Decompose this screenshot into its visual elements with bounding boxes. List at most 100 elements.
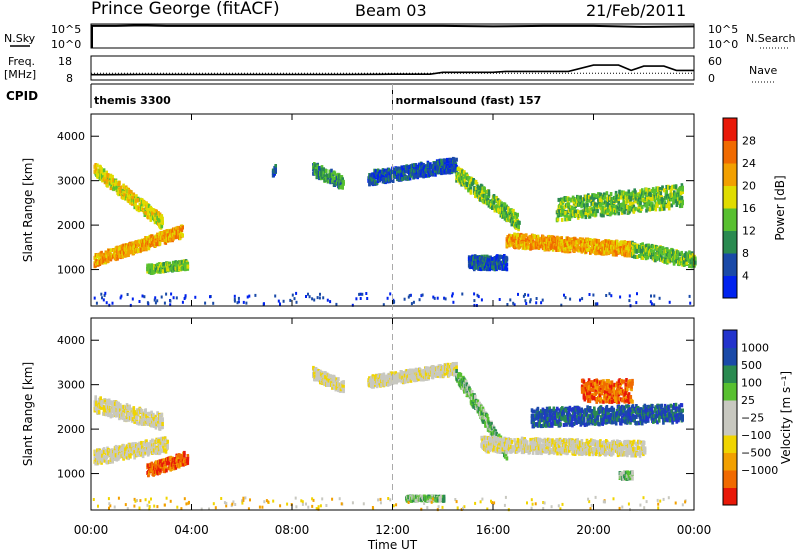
power-cell bbox=[581, 297, 584, 301]
power-cell bbox=[526, 236, 530, 241]
freq-label: Freq. bbox=[8, 55, 35, 68]
power-cell bbox=[131, 297, 134, 301]
power-cell bbox=[153, 298, 156, 302]
power-cell bbox=[318, 296, 321, 300]
power-cell bbox=[233, 297, 236, 301]
power-cell bbox=[587, 248, 590, 252]
power-cell bbox=[627, 191, 631, 196]
power-cell bbox=[515, 223, 519, 228]
velocity-cell bbox=[135, 412, 138, 417]
power-cell bbox=[168, 261, 172, 266]
power-cell bbox=[587, 209, 590, 214]
cpid-entry-label: themis 3300 bbox=[94, 94, 171, 107]
power-cell bbox=[585, 247, 589, 252]
power-cell bbox=[96, 261, 100, 265]
power-cell bbox=[399, 168, 403, 173]
power-cell bbox=[358, 292, 361, 296]
power-cell bbox=[434, 162, 437, 167]
power-cell bbox=[156, 262, 160, 267]
power-cell bbox=[663, 200, 667, 205]
velocity-cell bbox=[144, 410, 147, 415]
power-cell bbox=[660, 197, 663, 202]
power-cell bbox=[323, 174, 326, 179]
power-cell bbox=[518, 220, 521, 225]
power-cell bbox=[669, 197, 673, 202]
power-cell bbox=[657, 190, 660, 195]
velocity-cell bbox=[161, 425, 164, 430]
power-cell bbox=[390, 177, 393, 181]
power-cell bbox=[641, 252, 644, 257]
power-cell bbox=[565, 213, 569, 218]
power-cell bbox=[109, 248, 113, 253]
velocity-cell bbox=[158, 443, 162, 448]
power-cell bbox=[589, 238, 592, 242]
power-cell bbox=[163, 301, 166, 305]
power-cell bbox=[420, 162, 424, 167]
power-cell bbox=[619, 295, 622, 299]
velocity-cell bbox=[111, 456, 114, 461]
power-cell bbox=[569, 297, 572, 301]
power-cell bbox=[163, 265, 166, 270]
power-cell bbox=[141, 294, 144, 298]
power-cell bbox=[122, 243, 125, 248]
power-cell bbox=[455, 165, 458, 169]
power-cell bbox=[480, 196, 484, 201]
power-cell bbox=[452, 157, 456, 162]
power-cell bbox=[581, 200, 585, 205]
power-cell bbox=[155, 266, 159, 271]
power-cell bbox=[654, 201, 658, 206]
power-cell bbox=[403, 297, 406, 301]
velocity-cell bbox=[100, 405, 103, 410]
power-cell bbox=[573, 242, 577, 247]
power-cell bbox=[614, 190, 618, 195]
power-cell bbox=[515, 215, 519, 220]
power-cell bbox=[678, 188, 681, 193]
power-cell bbox=[134, 244, 138, 248]
velocity-cell bbox=[132, 447, 136, 452]
power-cell bbox=[159, 269, 162, 274]
velocity-cell bbox=[129, 454, 132, 459]
power-cell bbox=[597, 239, 601, 243]
power-cell bbox=[407, 295, 410, 299]
power-cell bbox=[668, 252, 672, 257]
power-cell bbox=[596, 209, 599, 214]
velocity-cell bbox=[159, 459, 162, 464]
power-cell bbox=[524, 293, 526, 297]
y-tick-label: 4000 bbox=[57, 130, 85, 143]
power-cell bbox=[659, 247, 662, 252]
power-cell bbox=[479, 267, 483, 272]
power-cell bbox=[682, 254, 685, 259]
power-cell bbox=[453, 160, 457, 165]
power-cell bbox=[661, 251, 665, 256]
power-cell bbox=[623, 210, 626, 215]
velocity-cell bbox=[141, 422, 144, 426]
velocity-cell bbox=[160, 437, 163, 442]
power-cell bbox=[485, 264, 489, 269]
velocity-cell bbox=[161, 462, 165, 467]
power-cell bbox=[602, 201, 605, 206]
power-cell bbox=[105, 301, 108, 305]
power-cell bbox=[277, 299, 280, 303]
velocity-cell bbox=[152, 424, 156, 428]
power-cell bbox=[602, 213, 605, 218]
power-cell bbox=[527, 243, 531, 248]
power-cell bbox=[431, 172, 435, 177]
velocity-cell bbox=[128, 404, 131, 409]
velocity-cell bbox=[102, 405, 106, 409]
power-cell bbox=[145, 240, 148, 245]
power-cell bbox=[376, 179, 380, 184]
power-cell bbox=[638, 254, 642, 258]
power-cell bbox=[568, 238, 572, 243]
power-cell bbox=[160, 224, 164, 229]
power-cell bbox=[162, 236, 166, 241]
power-cell bbox=[590, 249, 594, 254]
power-cell bbox=[146, 215, 150, 220]
power-cell bbox=[119, 296, 122, 300]
power-cell bbox=[632, 204, 636, 209]
power-cell bbox=[663, 188, 667, 193]
power-cell bbox=[612, 204, 615, 209]
power-cell bbox=[568, 216, 572, 221]
power-cell bbox=[295, 291, 298, 295]
velocity-cell bbox=[161, 466, 165, 471]
velocity-cell bbox=[122, 413, 125, 418]
